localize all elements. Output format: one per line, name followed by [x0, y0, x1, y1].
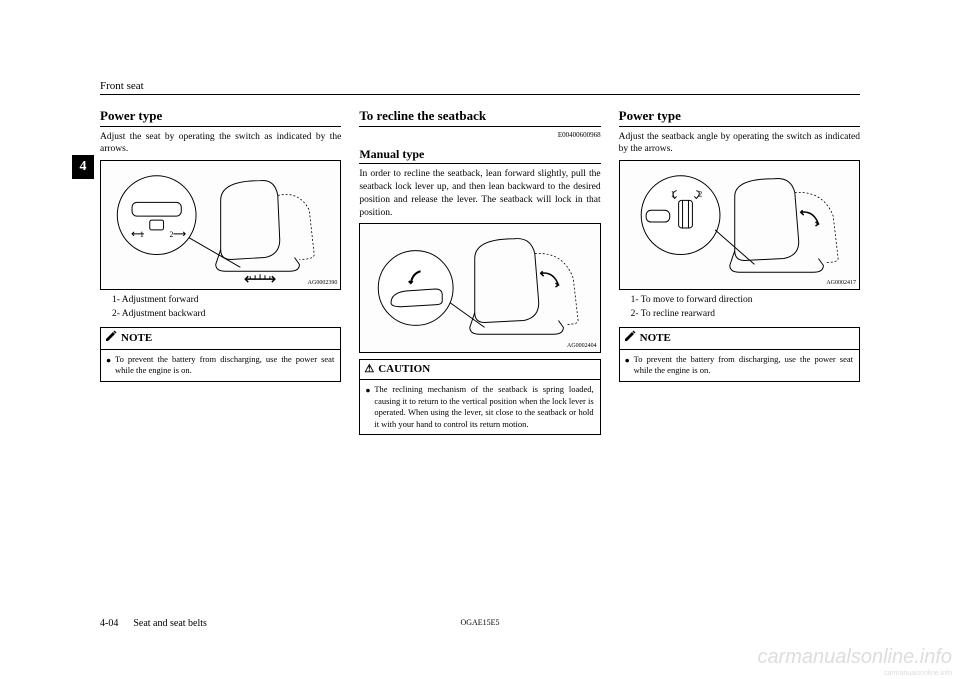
col2-ref: E00400600968	[359, 131, 600, 140]
note-body: ● To prevent the battery from dischargin…	[101, 350, 340, 381]
caution-header: ⚠ CAUTION	[360, 360, 599, 380]
col1-text: Adjust the seat by operating the switch …	[100, 131, 341, 157]
footer-left: 4-04 Seat and seat belts	[100, 618, 207, 629]
col1-figure: 1 2 AG0002390	[100, 160, 341, 290]
running-header: Front seat	[100, 80, 860, 95]
caution-text: The reclining mechanism of the seatback …	[374, 384, 593, 428]
col1-legend: 1- Adjustment forward 2- Adjustment back…	[112, 294, 341, 321]
col1-title: Power type	[100, 107, 341, 127]
col3-legend-2: 2- To recline rearward	[631, 308, 860, 321]
column-1: Power type Adjust the seat by operating …	[100, 105, 341, 441]
watermark-main: carmanualsonline.info	[757, 646, 952, 669]
col2-subtitle: Manual type	[359, 146, 600, 164]
caution-body: ● The reclining mechanism of the seatbac…	[360, 380, 599, 434]
note-header: NOTE	[620, 328, 859, 350]
col2-figure-id: AG0002404	[567, 342, 597, 350]
note-body: ● To prevent the battery from dischargin…	[620, 350, 859, 381]
col3-text: Adjust the seatback angle by operating t…	[619, 131, 860, 157]
watermark-sub: carmanualsonline.info	[884, 670, 952, 677]
note-text: To prevent the battery from discharging,…	[115, 354, 334, 375]
col3-legend: 1- To move to forward direction 2- To re…	[631, 294, 860, 321]
col1-legend-2: 2- Adjustment backward	[112, 308, 341, 321]
chapter-tab: 4	[72, 155, 94, 179]
footer-section: Seat and seat belts	[133, 618, 207, 629]
col3-note: NOTE ● To prevent the battery from disch…	[619, 327, 860, 382]
caution-label: CAUTION	[378, 362, 430, 377]
page-footer: 4-04 Seat and seat belts OGAE15E5	[100, 618, 860, 629]
col1-legend-1: 1- Adjustment forward	[112, 294, 341, 307]
pencil-icon	[624, 330, 636, 347]
col2-figure: AG0002404	[359, 223, 600, 353]
col1-note: NOTE ● To prevent the battery from disch…	[100, 327, 341, 382]
pencil-icon	[105, 330, 117, 347]
col2-caution: ⚠ CAUTION ● The reclining mechanism of t…	[359, 359, 600, 435]
bullet-icon: ●	[106, 355, 111, 366]
col3-legend-1: 1- To move to forward direction	[631, 294, 860, 307]
col3-figure-id: AG0002417	[826, 279, 856, 287]
note-label: NOTE	[121, 331, 152, 346]
col3-title: Power type	[619, 107, 860, 127]
col2-text: In order to recline the seatback, lean f…	[359, 168, 600, 219]
col2-title: To recline the seatback	[359, 107, 600, 127]
column-3: Power type Adjust the seatback angle by …	[619, 105, 860, 441]
note-header: NOTE	[101, 328, 340, 350]
content-columns: Power type Adjust the seat by operating …	[100, 105, 860, 441]
note-label: NOTE	[640, 331, 671, 346]
page-number: 4-04	[100, 618, 118, 629]
warning-icon: ⚠	[364, 362, 374, 377]
svg-text:2: 2	[169, 230, 173, 239]
col1-figure-id: AG0002390	[308, 279, 338, 287]
bullet-icon: ●	[365, 385, 370, 396]
bullet-icon: ●	[625, 355, 630, 366]
column-2: To recline the seatback E00400600968 Man…	[359, 105, 600, 441]
col3-figure: 1 2 AG0002417	[619, 160, 860, 290]
note-text: To prevent the battery from discharging,…	[634, 354, 853, 375]
footer-doc-code: OGAE15E5	[460, 618, 499, 627]
